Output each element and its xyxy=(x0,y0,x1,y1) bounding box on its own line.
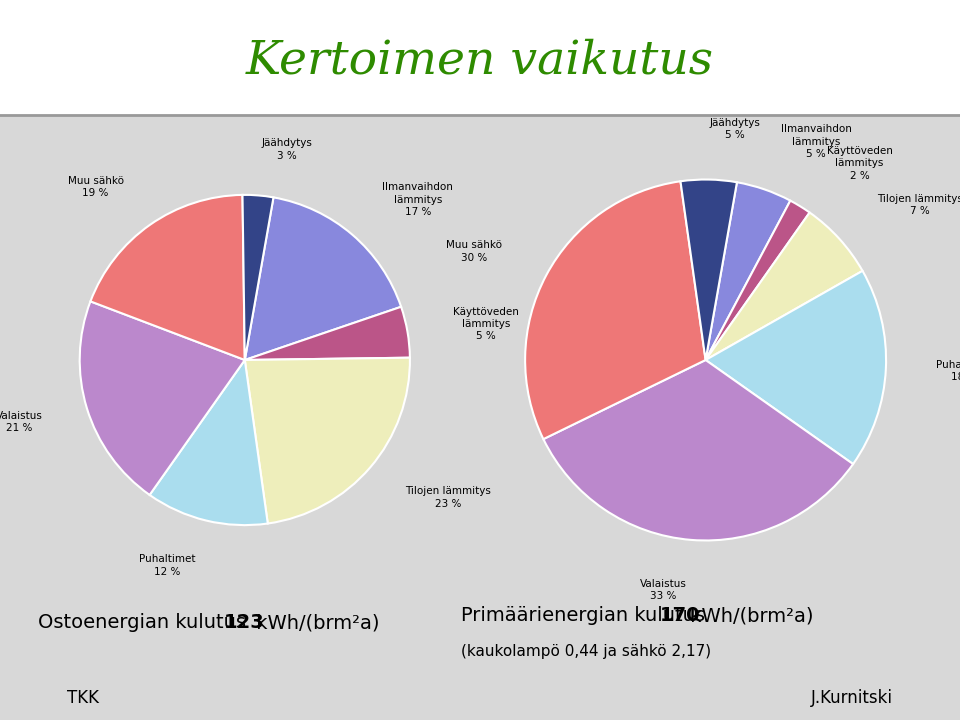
Wedge shape xyxy=(80,302,245,495)
Bar xyxy=(0,0,960,115)
Wedge shape xyxy=(243,195,274,360)
Wedge shape xyxy=(245,307,410,360)
Wedge shape xyxy=(90,195,245,360)
Text: Käyttöveden
lämmitys
2 %: Käyttöveden lämmitys 2 % xyxy=(827,146,893,181)
Text: kWh/(brm²a): kWh/(brm²a) xyxy=(251,613,380,632)
Text: Puhaltimet
18 %: Puhaltimet 18 % xyxy=(936,360,960,382)
Text: Primäärienergian kulutus: Primäärienergian kulutus xyxy=(461,606,711,625)
Text: J.Kurnitski: J.Kurnitski xyxy=(811,690,893,707)
Bar xyxy=(0,115,960,720)
Text: Tilojen lämmitys
23 %: Tilojen lämmitys 23 % xyxy=(405,486,492,509)
Wedge shape xyxy=(706,182,790,360)
Wedge shape xyxy=(706,201,809,360)
Wedge shape xyxy=(681,179,737,360)
Text: Tilojen lämmitys
7 %: Tilojen lämmitys 7 % xyxy=(876,194,960,216)
Wedge shape xyxy=(706,212,862,360)
Text: Ostoenergian kulutus: Ostoenergian kulutus xyxy=(38,613,252,632)
Text: Ilmanvaihdon
lämmitys
5 %: Ilmanvaihdon lämmitys 5 % xyxy=(780,124,852,159)
Wedge shape xyxy=(543,360,853,541)
Text: Kertoimen vaikutus: Kertoimen vaikutus xyxy=(246,39,714,84)
Text: Muu sähkö
30 %: Muu sähkö 30 % xyxy=(445,240,502,263)
Text: TKK: TKK xyxy=(67,690,99,707)
Text: Valaistus
33 %: Valaistus 33 % xyxy=(640,579,687,601)
Text: (kaukolampö 0,44 ja sähkö 2,17): (kaukolampö 0,44 ja sähkö 2,17) xyxy=(461,644,711,659)
Text: Käyttöveden
lämmitys
5 %: Käyttöveden lämmitys 5 % xyxy=(453,307,519,341)
Wedge shape xyxy=(525,181,706,439)
Text: Jäähdytys
3 %: Jäähdytys 3 % xyxy=(262,138,313,161)
Text: kWh/(brm²a): kWh/(brm²a) xyxy=(684,606,813,625)
Text: Jäähdytys
5 %: Jäähdytys 5 % xyxy=(709,118,760,140)
Text: 123: 123 xyxy=(224,613,265,632)
Text: Valaistus
21 %: Valaistus 21 % xyxy=(0,410,42,433)
Wedge shape xyxy=(706,271,886,464)
Wedge shape xyxy=(245,358,410,523)
Wedge shape xyxy=(245,197,401,360)
Text: Muu sähkö
19 %: Muu sähkö 19 % xyxy=(67,176,124,198)
Text: Ilmanvaihdon
lämmitys
17 %: Ilmanvaihdon lämmitys 17 % xyxy=(382,182,453,217)
Wedge shape xyxy=(150,360,268,525)
Text: Puhaltimet
12 %: Puhaltimet 12 % xyxy=(138,554,195,577)
Text: 170: 170 xyxy=(660,606,701,625)
